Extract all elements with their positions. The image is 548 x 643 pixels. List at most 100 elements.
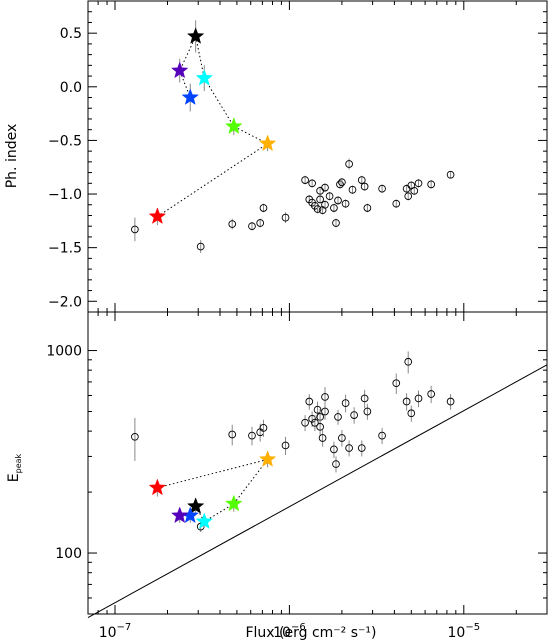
bottom-y-axis-label: Epeak (6, 453, 23, 482)
star-point (170, 506, 189, 524)
x-tick-label-exponent: −7 (117, 622, 132, 633)
data-point (360, 182, 369, 191)
data-point (345, 160, 353, 168)
data-point (301, 176, 309, 184)
plot-frame (87, 311, 548, 615)
data-point (248, 431, 256, 440)
star-point (170, 61, 189, 79)
axis-labels: Ph. index Flux (erg cm⁻² s⁻¹) Epeak (4, 124, 377, 641)
data-point (427, 390, 436, 398)
y-tick-label: 1000 (46, 344, 82, 360)
data-point (316, 195, 324, 204)
data-point (350, 411, 358, 419)
data-point (325, 192, 334, 201)
y-tick-label: 0.0 (60, 80, 82, 96)
x-tick-label: 10−6 (273, 622, 306, 641)
data-point (345, 444, 353, 452)
data-point (407, 409, 416, 418)
data-point (336, 180, 344, 189)
data-point (360, 394, 369, 403)
x-tick-label-base: 10 (448, 625, 466, 641)
data-point (357, 176, 366, 184)
y-tick-label: −0.5 (48, 133, 82, 149)
data-point (313, 405, 322, 414)
data-point (321, 183, 329, 192)
data-point (363, 407, 372, 416)
data-point (321, 200, 329, 209)
star-point (225, 494, 243, 512)
data-point (341, 399, 350, 407)
data-point (410, 186, 419, 195)
data-point (259, 424, 268, 432)
bottom-y-axis-label-main: E (6, 473, 22, 482)
y-tick-label: −2.0 (48, 294, 82, 310)
reference-line (87, 364, 548, 619)
data-point (313, 205, 322, 213)
data-point (357, 444, 366, 452)
data-point (330, 445, 338, 454)
star-point (195, 69, 214, 86)
data-point (131, 432, 139, 441)
x-tick-label: 10−7 (99, 622, 132, 641)
star-point (148, 478, 167, 496)
data-point (308, 179, 316, 188)
data-point (334, 196, 342, 205)
data-point (338, 178, 346, 187)
data-point (311, 418, 319, 427)
x-tick-label-exponent: −6 (291, 622, 306, 633)
plot-frame (87, 0, 548, 313)
y-tick-label: 100 (55, 546, 82, 562)
data-point (330, 204, 338, 212)
data-point (131, 225, 139, 234)
x-tick-label-exponent: −5 (465, 622, 480, 633)
star-point (181, 88, 199, 105)
x-tick-label: 10−5 (448, 622, 481, 641)
data-point (414, 394, 423, 403)
x-axis-label: Flux (erg cm⁻² s⁻¹) (245, 625, 376, 641)
star-point (148, 207, 167, 225)
star-point (186, 27, 205, 44)
star-point (225, 117, 243, 134)
star-track-line (157, 34, 269, 218)
top-panel: 0.5 0.0 −0.5 −1.0 −1.5 −2.0 (48, 0, 548, 313)
data-point (256, 219, 265, 227)
bottom-y-axis-label-sub: peak (14, 453, 23, 473)
star-track-line (157, 458, 269, 523)
data-point (414, 179, 423, 188)
data-point (281, 213, 290, 222)
data-point (316, 422, 324, 431)
data-point (321, 407, 329, 416)
y-tick-label: −1.5 (48, 241, 82, 257)
data-point (378, 431, 386, 440)
data-point (392, 199, 401, 208)
data-point (228, 220, 237, 228)
data-point (334, 413, 342, 421)
data-point (378, 184, 386, 193)
data-point (404, 357, 413, 366)
star-point (195, 512, 214, 530)
data-point (446, 170, 455, 179)
y-tick-label: −1.0 (48, 187, 82, 203)
data-point (308, 414, 316, 423)
data-point (281, 441, 290, 450)
data-point (248, 222, 256, 231)
data-point (446, 397, 455, 406)
star-point (186, 497, 205, 514)
data-point (427, 180, 436, 189)
top-y-axis-label: Ph. index (4, 124, 20, 189)
data-point (392, 379, 401, 388)
data-point (348, 185, 357, 194)
data-point (332, 219, 340, 227)
data-point (341, 199, 350, 208)
data-point (301, 418, 309, 427)
data-point (228, 430, 237, 439)
data-point (259, 204, 268, 212)
data-point (305, 397, 314, 406)
data-point (318, 434, 327, 442)
star-point (258, 134, 277, 152)
data-point (321, 393, 329, 401)
data-point (338, 434, 346, 442)
data-point (404, 192, 413, 201)
y-tick-label: 0.5 (60, 26, 82, 42)
